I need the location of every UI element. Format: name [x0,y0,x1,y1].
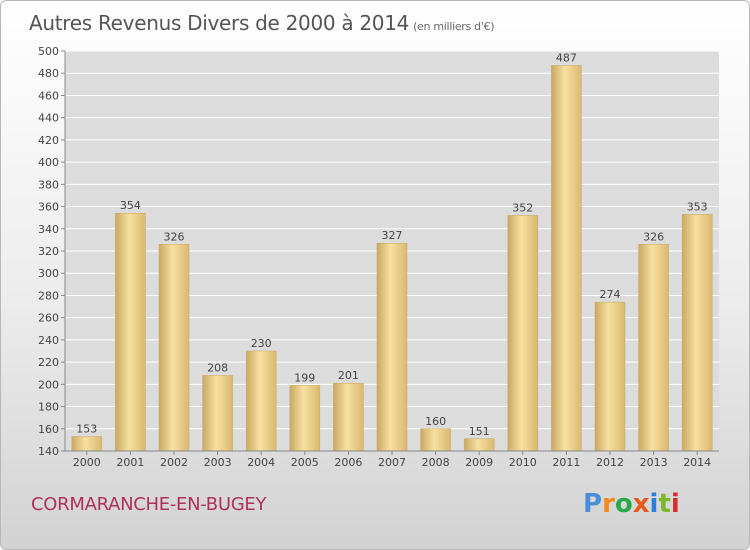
commune-name: CORMARANCHE-EN-BUGEY [31,494,267,515]
x-tick-label: 2002 [160,456,188,469]
data-label: 160 [425,415,446,428]
y-tick-label: 340 [38,223,59,236]
bar [376,242,408,452]
bar [681,214,713,452]
bar [202,375,233,452]
y-tick-label: 240 [38,334,59,347]
y-axis: 140 160 180 200 220 240 260 280 300 320 340 360 380 4… [38,45,66,458]
bar [594,301,626,452]
x-tick-label: 2014 [683,456,711,469]
logo-letter: i [670,489,680,519]
logo-letter: r [602,489,615,519]
data-label: 151 [469,425,490,438]
y-tick-label: 300 [38,267,59,280]
bar [158,244,190,452]
x-tick-label: 2013 [640,456,668,469]
x-tick-label: 2008 [422,456,450,469]
x-tick-label: 2006 [334,456,362,469]
proxiti-logo: Proxiti [583,489,680,519]
bars: 153 354 326 208 230 199 201 327 160 151 352 487 274 3… [71,51,713,452]
x-tick-label: 2007 [378,456,406,469]
logo-letter: P [583,489,603,519]
x-tick-label: 2009 [465,456,493,469]
y-tick-label: 400 [38,156,59,169]
bar [551,65,582,452]
bar [507,215,539,452]
data-label: 326 [643,230,664,243]
data-label: 327 [382,229,403,242]
data-label: 201 [338,369,359,382]
data-label: 230 [251,337,272,350]
data-label: 153 [76,423,97,436]
x-tick-label: 2005 [291,456,319,469]
x-tick-label: 2010 [509,456,537,469]
y-tick-label: 500 [38,45,59,58]
data-label: 487 [556,51,577,64]
bar [115,212,146,452]
y-tick-label: 360 [38,201,59,214]
y-tick-label: 160 [38,423,59,436]
y-tick-label: 200 [38,378,59,391]
y-tick-label: 420 [38,134,59,147]
bar [289,385,321,452]
bar [333,382,364,452]
bar [463,438,495,452]
logo-letter: x [632,489,650,519]
data-label: 208 [207,361,228,374]
y-tick-label: 260 [38,312,59,325]
logo-letter: i [649,489,659,519]
x-tick-label: 2001 [116,456,144,469]
chart-unit: (en milliers d'€) [413,20,495,33]
y-tick-label: 380 [38,178,59,191]
y-tick-label: 480 [38,67,59,80]
x-tick-label: 2012 [596,456,624,469]
chart-title: Autres Revenus Divers de 2000 à 2014 (en … [29,11,495,35]
y-tick-label: 220 [38,356,59,369]
logo-letter: t [658,489,671,519]
y-tick-label: 180 [38,401,59,414]
x-tick-label: 2011 [552,456,580,469]
x-tick-label: 2000 [73,456,101,469]
data-label: 353 [687,200,708,213]
y-tick-label: 280 [38,289,59,302]
y-tick-label: 440 [38,112,59,125]
logo-letter: o [614,489,633,519]
bar [71,436,103,452]
data-label: 354 [120,199,141,212]
chart-title-text: Autres Revenus Divers de 2000 à 2014 [29,11,410,35]
bar [420,428,451,452]
bar [638,244,669,452]
y-tick-label: 140 [38,445,59,458]
x-tick-label: 2003 [204,456,232,469]
x-axis: 2000 2001 2002 2003 2004 2005 2006 2007 2008 2009… [65,450,719,469]
bar [245,350,277,452]
data-label: 199 [294,371,315,384]
data-label: 274 [600,288,621,301]
y-tick-label: 460 [38,89,59,102]
x-tick-label: 2004 [247,456,275,469]
data-label: 352 [512,201,533,214]
y-tick-label: 320 [38,245,59,258]
data-label: 326 [164,230,185,243]
